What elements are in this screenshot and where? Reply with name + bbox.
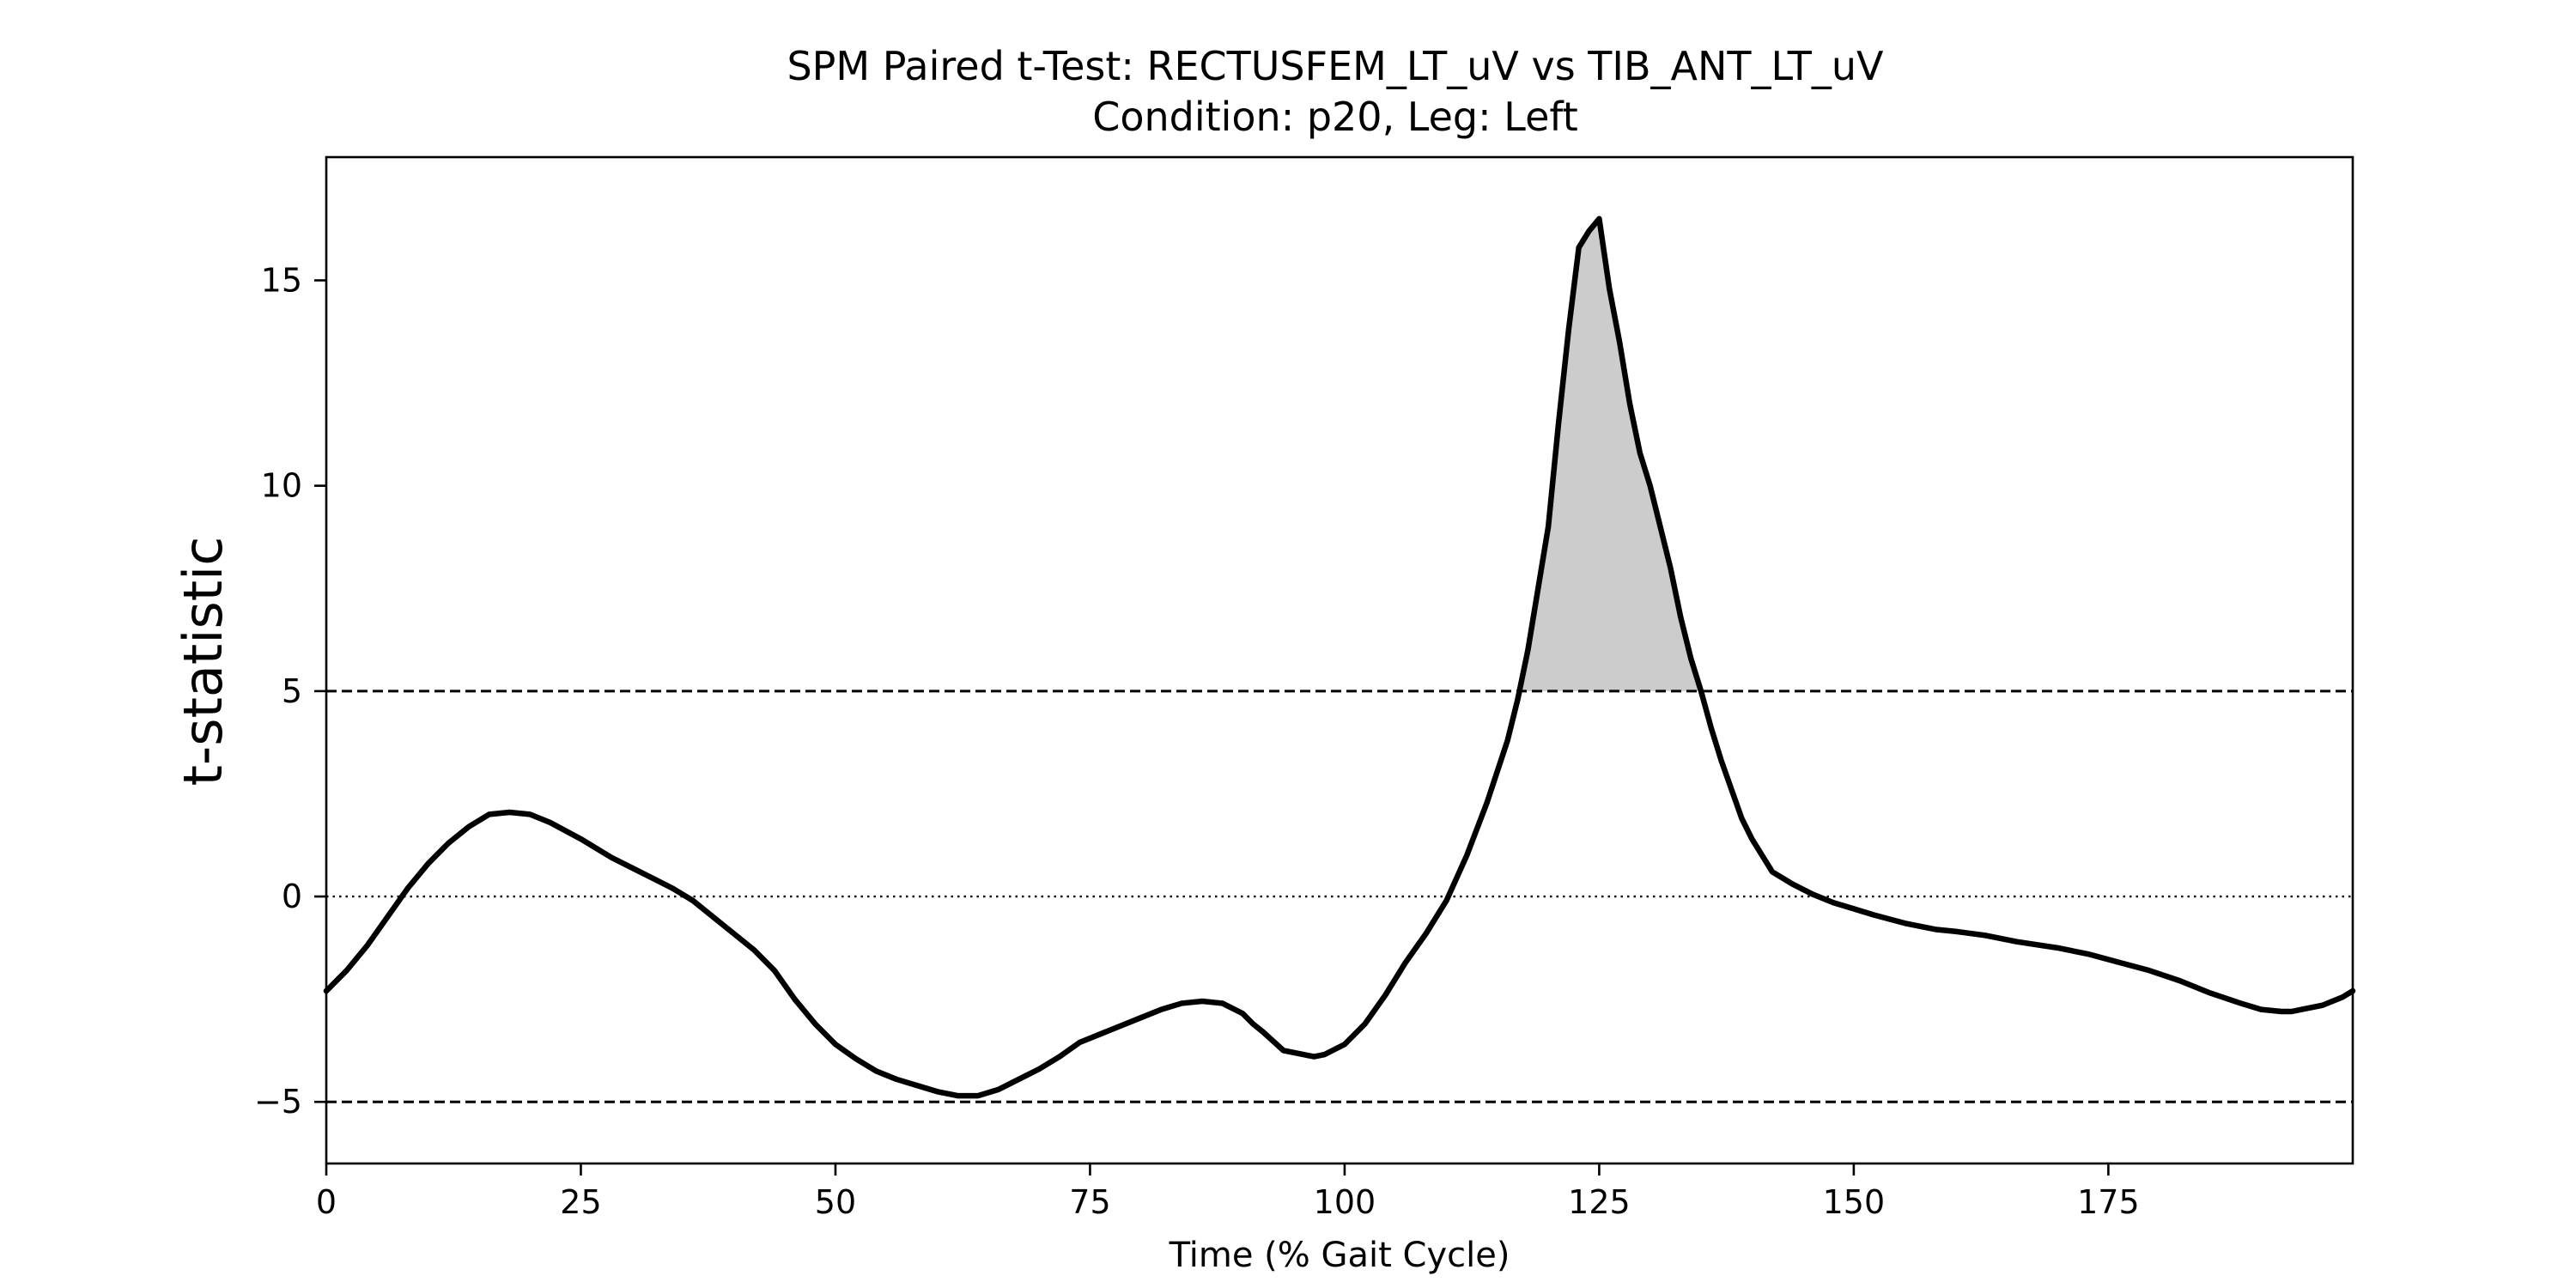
y-tick-label: −5: [254, 1083, 302, 1121]
y-axis: −5 0 5 10 15: [254, 262, 326, 1121]
chart-subtitle: Condition: p20, Leg: Left: [1092, 94, 1578, 140]
x-tick-label: 175: [2077, 1183, 2140, 1221]
x-tick-label: 150: [1823, 1183, 1886, 1221]
y-tick-label: 15: [261, 262, 302, 300]
chart-title: SPM Paired t-Test: RECTUSFEM_LT_uV vs TI…: [787, 43, 1884, 89]
x-tick-label: 50: [815, 1183, 856, 1221]
x-tick-label: 25: [560, 1183, 601, 1221]
x-tick-label: 100: [1314, 1183, 1376, 1221]
y-tick-label: 10: [261, 467, 302, 505]
series-layer: [323, 216, 2356, 1099]
y-tick-label: 5: [282, 672, 302, 710]
x-tick-label: 125: [1568, 1183, 1631, 1221]
series-line-t-statistic: [323, 216, 2356, 1099]
x-axis-label: Time (% Gait Cycle): [1169, 1236, 1510, 1275]
significant-cluster-fill: [1519, 218, 1702, 691]
plot-frame: [325, 155, 2354, 1165]
significance-fill-layer: [1519, 218, 1702, 691]
x-tick-label: 0: [316, 1183, 337, 1221]
y-axis-label: t-statistic: [172, 537, 234, 787]
plot-area: [323, 155, 2356, 1165]
y-tick-label: 0: [282, 878, 302, 915]
x-tick-label: 75: [1069, 1183, 1110, 1221]
x-axis: 0 25 50 75 100 125 150 175: [316, 1163, 2140, 1221]
reference-lines: [326, 690, 2353, 1103]
